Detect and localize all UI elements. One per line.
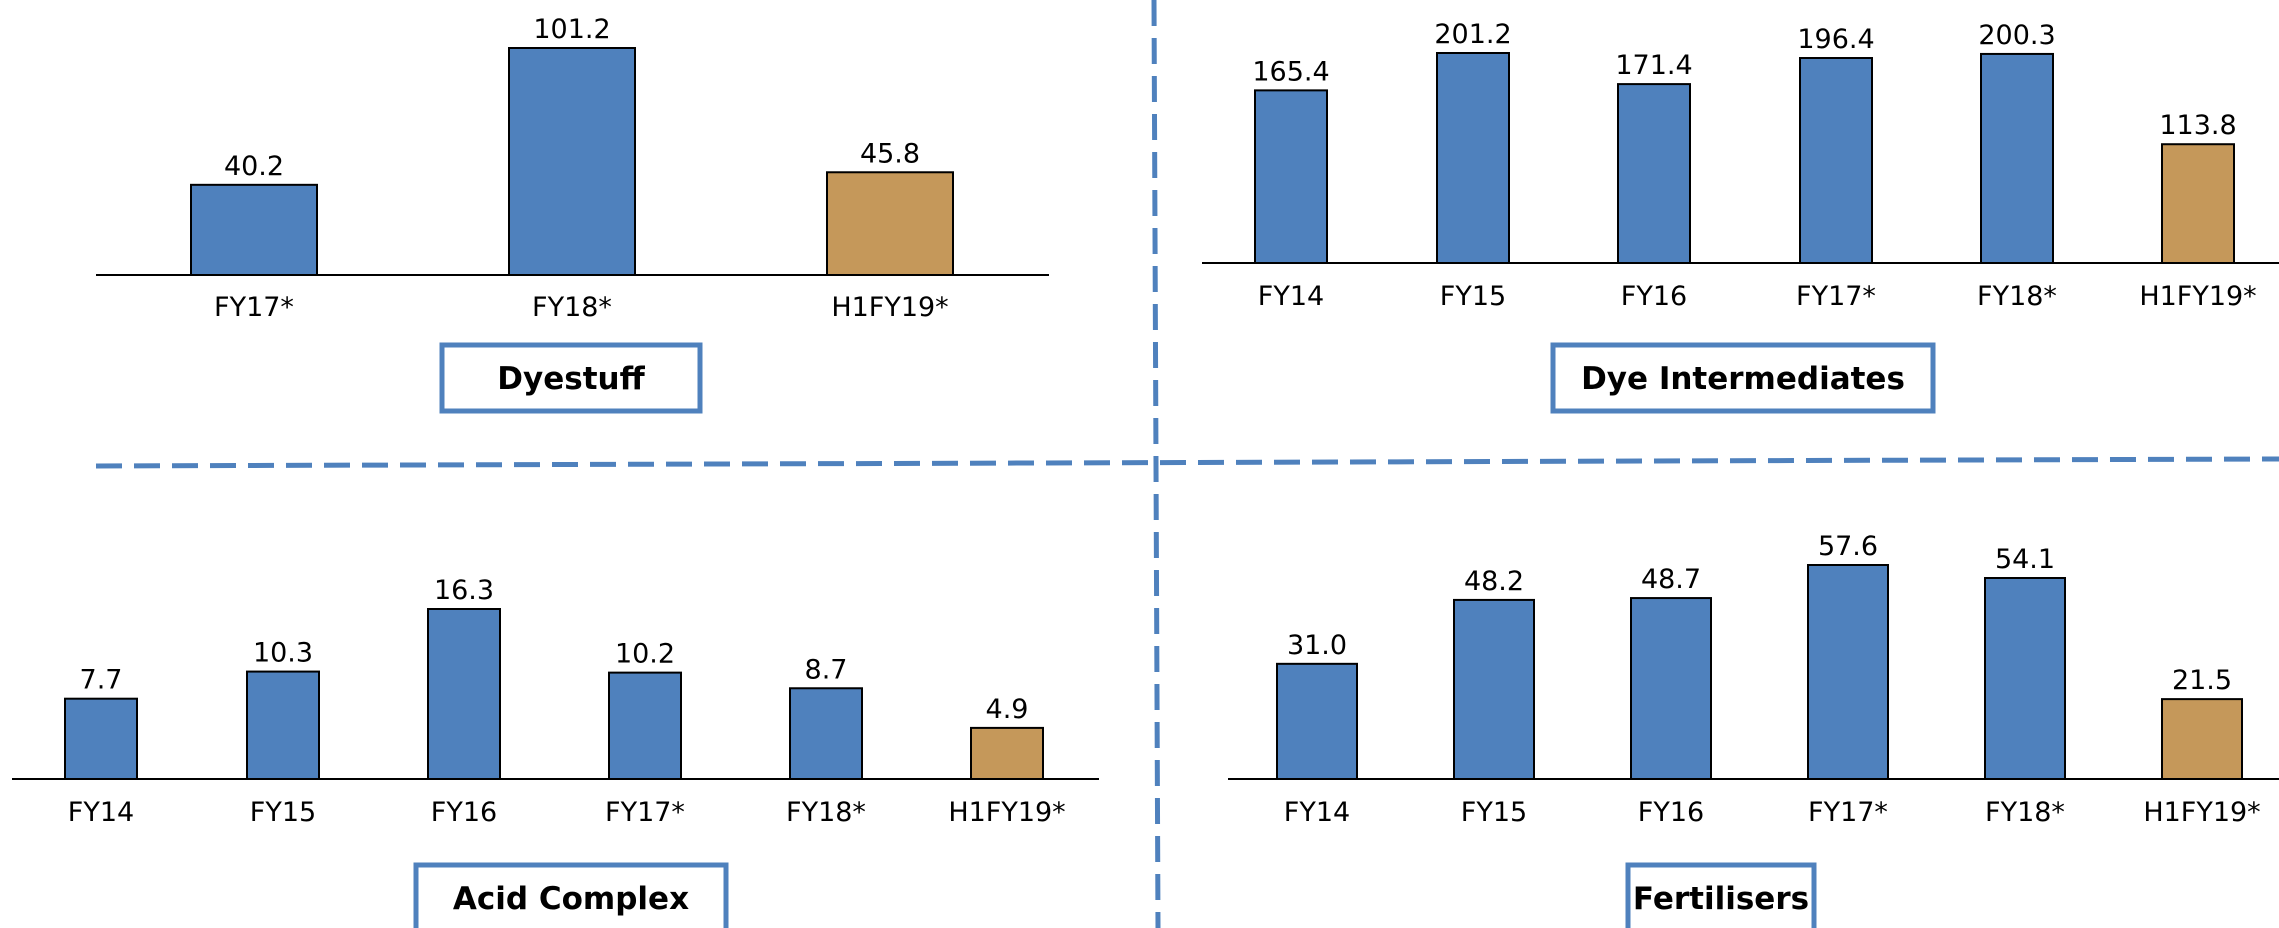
vertical-divider <box>1151 0 1161 928</box>
bar-fy14 <box>1276 662 1358 781</box>
data-label-fy18: 8.7 <box>805 654 848 685</box>
bar-fy14 <box>1254 89 1328 265</box>
bar-fy14 <box>64 697 138 780</box>
tick-label-fy16: FY16 <box>1638 797 1704 828</box>
data-label-fy18: 54.1 <box>1995 544 2055 575</box>
bar-fy18 <box>508 47 636 276</box>
bar-fy18 <box>1980 52 2054 265</box>
bar-fy16 <box>1617 83 1691 264</box>
data-label-fy17: 57.6 <box>1818 531 1878 562</box>
chart-dye-intermediates: 165.4 201.2 171.4 196.4 200.3 113.8 FY14 FY15 F… <box>1202 19 2279 414</box>
bar-fy18 <box>1984 577 2066 780</box>
tick-label-h1fy19: H1FY19* <box>2143 797 2260 828</box>
bar-fy17 <box>608 671 682 780</box>
bar-fy17 <box>1807 564 1889 780</box>
chart-title: Acid Complex <box>453 881 689 917</box>
tick-label-fy14: FY14 <box>1258 281 1324 312</box>
data-label-fy17: 10.2 <box>615 639 675 670</box>
tick-label-fy17: FY17* <box>605 797 685 828</box>
data-label-fy16: 16.3 <box>434 575 494 606</box>
data-label-h1fy19: 45.8 <box>860 138 920 169</box>
data-label-h1fy19: 21.5 <box>2172 665 2232 696</box>
data-label-fy14: 7.7 <box>80 665 123 696</box>
chart-dyestuff: 40.2 101.2 45.8 FY17* FY18* H1FY19* Dyestuff <box>96 14 1049 414</box>
data-label-fy16: 48.7 <box>1641 564 1701 595</box>
bar-fy18 <box>789 687 863 780</box>
data-label-fy15: 10.3 <box>253 638 313 669</box>
data-label-fy14: 31.0 <box>1287 630 1347 661</box>
bar-fy16 <box>427 608 501 780</box>
tick-label-fy15: FY15 <box>1440 281 1506 312</box>
chart-title: Fertilisers <box>1633 881 1809 917</box>
tick-label-fy18: FY18* <box>1985 797 2065 828</box>
tick-label-fy14: FY14 <box>68 797 134 828</box>
data-label-fy18: 101.2 <box>533 14 610 45</box>
bar-h1fy19 <box>2161 143 2235 265</box>
tick-label-h1fy19: H1FY19* <box>948 797 1065 828</box>
horizontal-divider <box>95 456 2279 469</box>
chart-caption-box <box>1550 342 1936 414</box>
bar-h1fy19 <box>970 726 1044 780</box>
tick-label-h1fy19: H1FY19* <box>2139 281 2256 312</box>
bar-fy15 <box>246 670 320 780</box>
data-label-fy14: 165.4 <box>1252 56 1329 87</box>
tick-label-fy17: FY17* <box>1796 281 1876 312</box>
bar-fy16 <box>1630 597 1712 780</box>
tick-label-fy16: FY16 <box>1621 281 1687 312</box>
data-label-fy16: 171.4 <box>1615 50 1692 81</box>
chart-fertilisers: 31.0 48.2 48.7 57.6 54.1 21.5 FY14 FY15 FY16 FY1… <box>1228 531 2279 928</box>
bar-fy17 <box>1799 57 1873 265</box>
chart-caption-box <box>439 342 703 414</box>
data-label-fy17: 40.2 <box>224 151 284 182</box>
tick-label-h1fy19: H1FY19* <box>831 292 948 323</box>
chart-title: Dye Intermediates <box>1581 361 1905 397</box>
bar-h1fy19 <box>826 171 954 276</box>
chart-caption-box <box>1625 862 1817 928</box>
tick-label-fy14: FY14 <box>1284 797 1350 828</box>
bar-fy17 <box>190 183 318 276</box>
data-label-fy15: 201.2 <box>1434 19 1511 50</box>
panel-dividers <box>95 0 2279 928</box>
bar-fy15 <box>1436 52 1510 264</box>
tick-label-fy16: FY16 <box>431 797 497 828</box>
chart-acid-complex: 7.7 10.3 16.3 10.2 8.7 4.9 FY14 FY15 FY16 FY17* F… <box>12 575 1099 928</box>
bar-h1fy19 <box>2161 698 2243 780</box>
tick-label-fy17: FY17* <box>1808 797 1888 828</box>
data-label-h1fy19: 113.8 <box>2159 110 2236 141</box>
tick-label-fy18: FY18* <box>786 797 866 828</box>
tick-label-fy17: FY17* <box>214 292 294 323</box>
tick-label-fy15: FY15 <box>250 797 316 828</box>
chart-caption-box <box>413 862 729 928</box>
tick-label-fy18: FY18* <box>1977 281 2057 312</box>
chart-title: Dyestuff <box>497 361 645 397</box>
tick-label-fy15: FY15 <box>1461 797 1527 828</box>
bar-fy15 <box>1453 598 1535 780</box>
data-label-fy18: 200.3 <box>1978 20 2055 51</box>
tick-label-fy18: FY18* <box>532 292 612 323</box>
data-label-fy15: 48.2 <box>1464 566 1524 597</box>
data-label-h1fy19: 4.9 <box>986 694 1029 725</box>
data-label-fy17: 196.4 <box>1797 24 1874 55</box>
